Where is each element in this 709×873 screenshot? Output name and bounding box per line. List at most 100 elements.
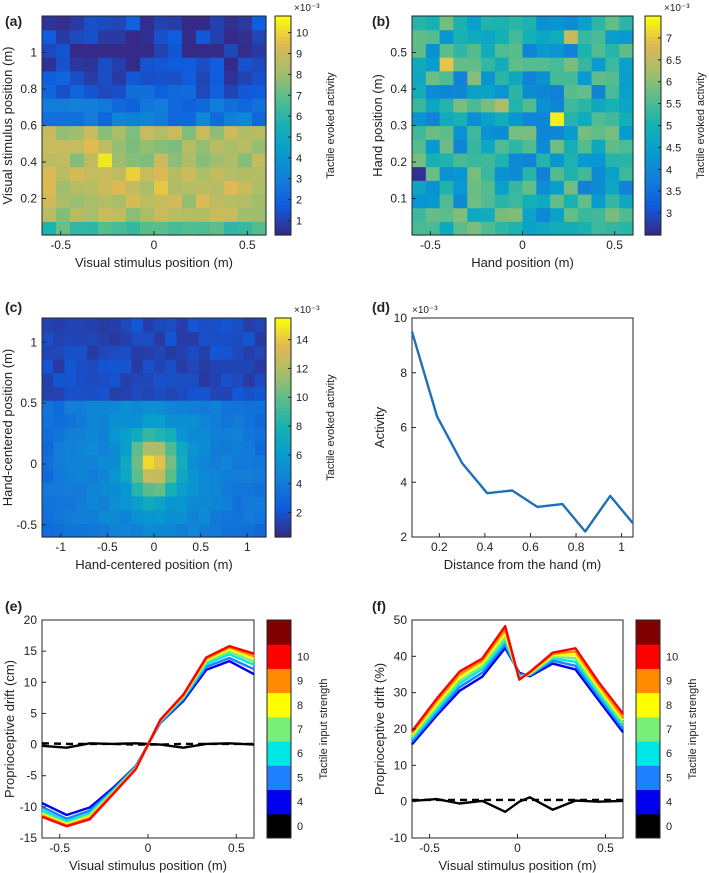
heatmap-cell xyxy=(120,331,133,346)
heatmap-cell xyxy=(536,180,551,195)
heatmap-cell xyxy=(70,180,85,195)
colorbar-segment xyxy=(267,789,291,815)
colorbar-segment xyxy=(645,46,661,51)
colorbar-tick-label: 6 xyxy=(296,450,302,462)
heatmap-cell xyxy=(187,454,200,470)
heatmap-cell xyxy=(425,207,441,222)
heatmap-cell xyxy=(481,166,496,181)
colorbar-segment xyxy=(645,197,661,202)
heatmap-cell xyxy=(494,111,510,127)
colorbar-segment xyxy=(275,53,291,58)
heatmap-cell xyxy=(126,111,141,127)
heatmap-cell xyxy=(224,166,239,181)
colorbar-segment xyxy=(275,341,291,346)
heatmap-cell xyxy=(254,523,267,538)
heatmap-cell xyxy=(196,16,211,31)
colorbar-segment xyxy=(275,454,291,459)
heatmap-cell xyxy=(165,441,177,456)
heatmap-cell xyxy=(112,98,127,113)
heatmap-cell xyxy=(577,125,593,140)
heatmap-cell xyxy=(210,509,222,524)
heatmap-cell xyxy=(252,16,267,31)
heatmap-cell xyxy=(168,57,183,72)
colorbar-segment xyxy=(275,400,291,405)
heatmap-cell xyxy=(467,193,482,209)
heatmap-cell xyxy=(84,84,99,99)
heatmap-cell xyxy=(154,166,169,181)
heatmap-xtick-label: 0 xyxy=(519,238,526,252)
heatmap-cell xyxy=(605,221,620,236)
heatmap-cell xyxy=(467,139,482,154)
colorbar-segment xyxy=(645,50,661,55)
colorbar-segment xyxy=(275,57,291,62)
heatmap-cell xyxy=(224,207,239,222)
heatmap-cell xyxy=(154,386,166,401)
heatmap-cell xyxy=(42,400,54,415)
heatmap-cell xyxy=(84,98,99,113)
heatmap-cell xyxy=(154,400,166,415)
colorbar-segment xyxy=(275,128,291,133)
heatmap-cell xyxy=(238,43,253,58)
heatmap-cell xyxy=(56,57,71,72)
heatmap-cell xyxy=(252,193,267,209)
colorbar-segment xyxy=(275,379,291,384)
colorbar-tick-label: 6 xyxy=(296,111,302,123)
panel-label: (e) xyxy=(5,598,22,614)
heatmap-cell xyxy=(467,98,482,113)
heatmap-cell xyxy=(86,372,99,388)
heatmap-cell xyxy=(70,207,85,222)
heatmap-cell xyxy=(42,29,57,44)
heatmap-cell xyxy=(522,125,537,140)
colorbar-segment xyxy=(275,108,291,113)
heatmap-cell xyxy=(522,221,537,236)
colorbar-tick-label: 10 xyxy=(296,28,308,40)
colorbar-segment xyxy=(275,461,291,466)
heatmap-cell xyxy=(182,98,197,113)
line-ytick-label: 15 xyxy=(24,644,38,658)
heatmap-cell xyxy=(98,413,110,429)
heatmap-cell xyxy=(109,318,121,333)
heatmap-cell xyxy=(425,70,441,86)
heatmap-cell xyxy=(481,43,496,58)
heatmap-cell xyxy=(536,16,551,31)
heatmap-cell xyxy=(56,180,71,195)
heatmap-cell xyxy=(198,386,211,401)
heatmap-cell xyxy=(42,427,54,442)
colorbar-segment xyxy=(275,365,291,370)
colorbar-segment xyxy=(275,523,291,528)
heatmap-cell xyxy=(75,413,88,429)
colorbar-segment xyxy=(645,94,661,99)
line-ytick-label: 20 xyxy=(24,613,38,627)
colorbar-segment xyxy=(645,118,661,123)
heatmap-cell xyxy=(70,193,85,209)
heatmap-cell xyxy=(522,207,537,222)
heatmap-cell xyxy=(467,43,482,58)
heatmap-cell xyxy=(563,57,579,72)
colorbar-segment xyxy=(275,36,291,41)
heatmap-cell xyxy=(238,180,253,195)
heatmap-cell xyxy=(252,43,267,58)
heatmap-cell xyxy=(232,372,245,388)
line-xtick-label: 1 xyxy=(618,540,625,554)
heatmap-cell xyxy=(154,345,166,360)
colorbar-segment xyxy=(275,163,291,168)
colorbar-segment xyxy=(275,458,291,463)
heatmap-cell xyxy=(98,193,113,209)
heatmap-cell xyxy=(84,207,99,222)
heatmap-cell xyxy=(591,98,606,113)
heatmap-cell xyxy=(98,43,113,58)
heatmap-cell xyxy=(221,454,233,470)
heatmap-cell xyxy=(550,180,565,195)
colorbar-segment xyxy=(275,135,291,140)
colorbar-segment xyxy=(275,369,291,374)
heatmap-cell xyxy=(120,468,133,483)
series-line-baseline xyxy=(41,742,254,746)
colorbar-segment xyxy=(275,187,291,192)
colorbar-segment xyxy=(645,217,661,222)
heatmap-cell xyxy=(536,84,551,99)
heatmap-cell xyxy=(252,111,267,127)
heatmap-cell xyxy=(126,221,141,236)
heatmap-cell xyxy=(70,57,85,72)
heatmap-cell xyxy=(412,70,427,86)
heatmap-cell xyxy=(508,84,524,99)
